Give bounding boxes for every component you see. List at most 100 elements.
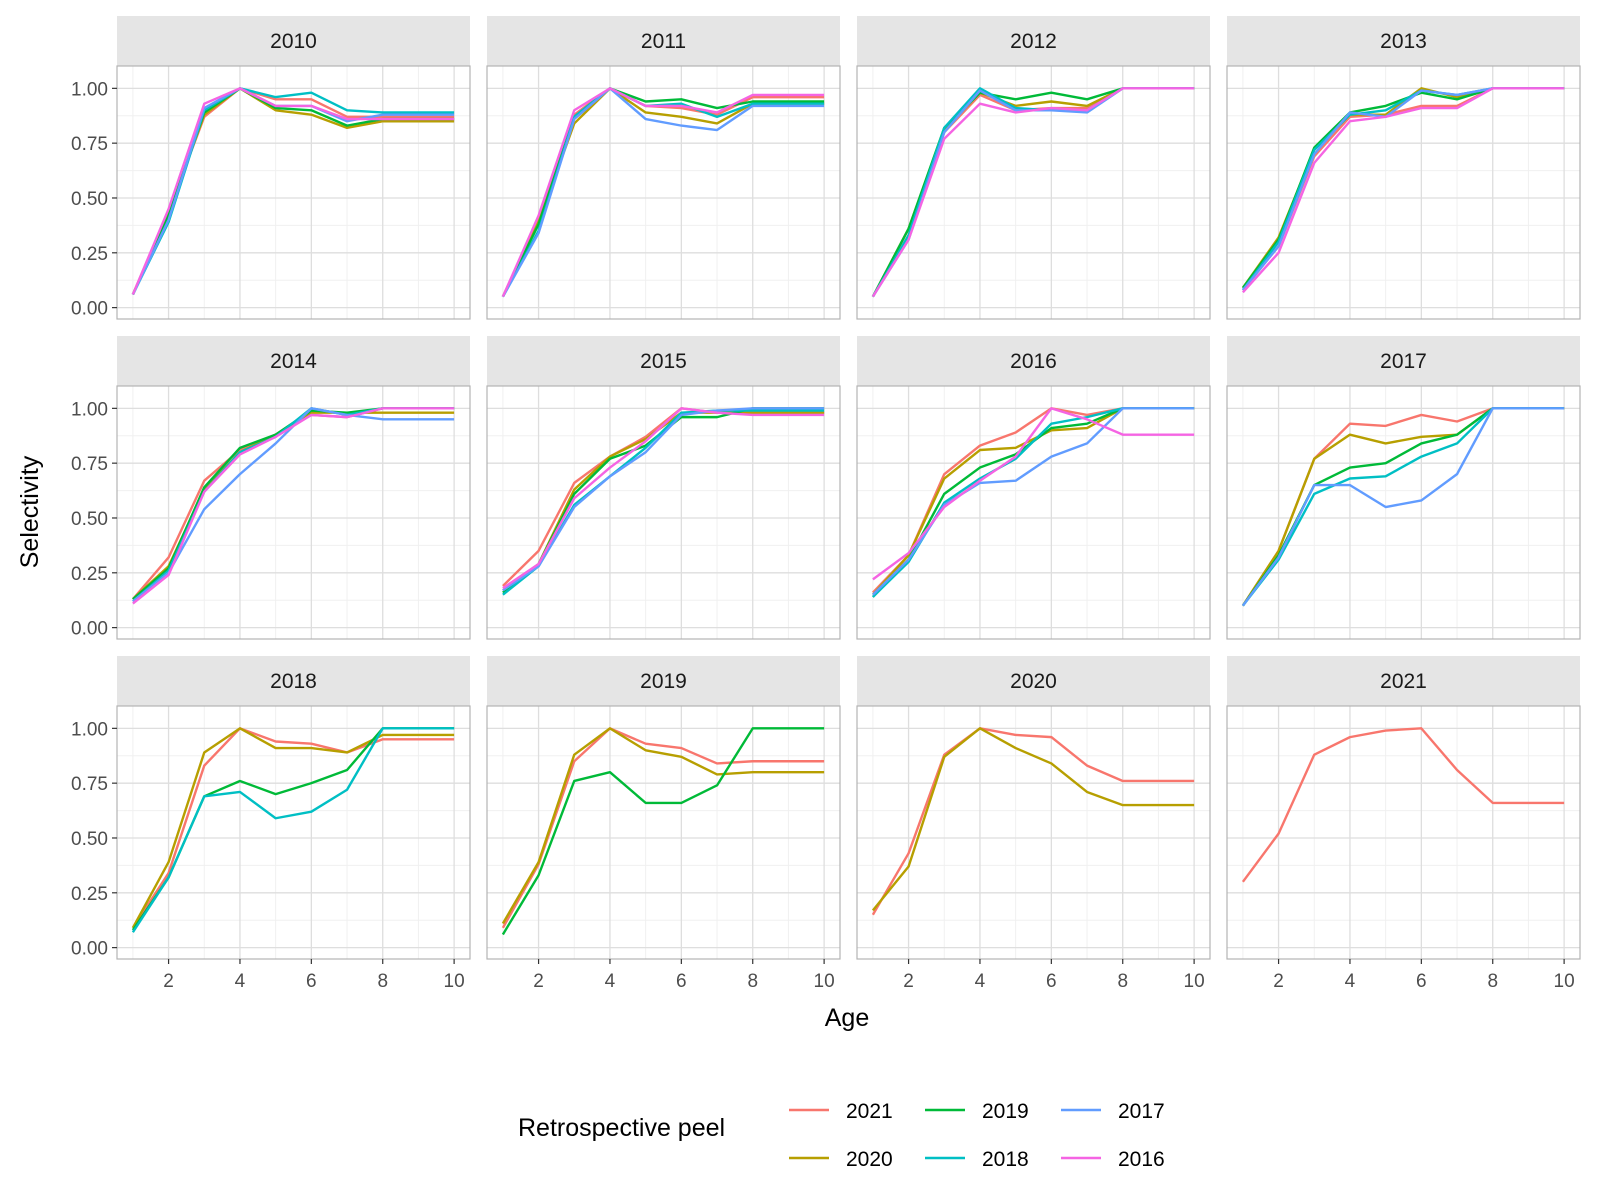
y-tick-label: 0.25 bbox=[71, 244, 108, 265]
series-line-2021 bbox=[871, 727, 1195, 916]
legend-item-2018: 2018 bbox=[925, 1148, 1029, 1171]
series-line-2019 bbox=[501, 727, 825, 936]
y-tick-label: 0.00 bbox=[71, 299, 108, 320]
series-line-2018 bbox=[131, 727, 455, 933]
panel-border bbox=[856, 385, 1211, 640]
y-tick-label: 1.00 bbox=[71, 399, 108, 420]
legend-item-2021: 2021 bbox=[789, 1100, 893, 1123]
facet-strip bbox=[117, 656, 470, 706]
facet-strip bbox=[857, 336, 1210, 386]
panel-background bbox=[1227, 66, 1580, 319]
panel-background bbox=[857, 386, 1210, 639]
series-line-2020 bbox=[871, 727, 1195, 912]
panel-border bbox=[1226, 65, 1581, 320]
facet-strip-label: 2014 bbox=[270, 350, 317, 373]
series-line-2016 bbox=[501, 87, 825, 298]
facet-strip bbox=[487, 336, 840, 386]
facet-strip-label: 2017 bbox=[1380, 350, 1427, 373]
x-tick-label: 2 bbox=[1273, 971, 1284, 992]
facet-strip-label: 2018 bbox=[270, 670, 317, 693]
legend: Retrospective peel 2021 2020 2019 2018 2017 2… bbox=[518, 1100, 1165, 1171]
series-line-2016 bbox=[871, 87, 1195, 298]
series-line-2017 bbox=[1241, 407, 1565, 607]
series-line-2016 bbox=[132, 407, 455, 605]
facet-panel-2020: 2020 2 4 6 8 10 bbox=[856, 656, 1211, 992]
series-line-2016 bbox=[872, 407, 1195, 581]
series-line-2021 bbox=[1241, 727, 1565, 883]
series-line-2021 bbox=[131, 727, 455, 929]
panel-border bbox=[486, 705, 841, 960]
series-line-2017 bbox=[501, 87, 825, 298]
facet-panel-2013: 2013 bbox=[1226, 16, 1581, 320]
series-line-2016 bbox=[131, 87, 455, 295]
legend-label: 2017 bbox=[1118, 1100, 1165, 1123]
facet-strip bbox=[1227, 16, 1580, 66]
facet-panel-2018: 2018 0.00 0.25 0.50 0.75 1.00 2 4 6 8 10 bbox=[71, 656, 471, 992]
panel-background bbox=[487, 386, 840, 639]
legend-title: Retrospective peel bbox=[518, 1114, 725, 1142]
facet-strip-label: 2021 bbox=[1380, 670, 1427, 693]
panel-border bbox=[116, 385, 471, 640]
facet-panel-2011: 2011 bbox=[486, 16, 841, 320]
y-tick-label: 0.75 bbox=[71, 454, 108, 475]
panel-border bbox=[486, 65, 841, 320]
facet-strip-label: 2012 bbox=[1010, 30, 1057, 53]
y-tick-label: 0.25 bbox=[71, 884, 108, 905]
panel-border bbox=[856, 65, 1211, 320]
facet-panel-2021: 2021 2 4 6 8 10 bbox=[1226, 656, 1581, 992]
x-tick-label: 6 bbox=[676, 971, 687, 992]
series-line-2016 bbox=[502, 407, 825, 590]
legend-label: 2018 bbox=[982, 1148, 1029, 1171]
series-line-2017 bbox=[872, 407, 1195, 596]
panel-background bbox=[117, 66, 470, 319]
x-tick-label: 10 bbox=[1184, 971, 1205, 992]
series-line-2020 bbox=[131, 727, 455, 929]
y-tick-label: 0.00 bbox=[71, 619, 108, 640]
legend-label: 2019 bbox=[982, 1100, 1029, 1123]
x-tick-label: 10 bbox=[1554, 971, 1575, 992]
facet-strip-label: 2016 bbox=[1010, 350, 1057, 373]
series-line-2017 bbox=[502, 407, 825, 592]
facet-strip bbox=[487, 16, 840, 66]
facet-strip bbox=[117, 16, 470, 66]
facet-strip-label: 2011 bbox=[641, 30, 686, 53]
series-line-2016 bbox=[1241, 87, 1565, 294]
x-tick-label: 2 bbox=[163, 971, 174, 992]
y-tick-label: 1.00 bbox=[71, 719, 108, 740]
facet-strip-label: 2013 bbox=[1380, 30, 1427, 53]
facet-panel-2014: 2014 0.00 0.25 0.50 0.75 1.00 bbox=[71, 336, 471, 640]
panel-background bbox=[1227, 706, 1580, 959]
x-tick-label: 4 bbox=[235, 971, 246, 992]
facet-panel-2019: 2019 2 4 6 8 10 bbox=[486, 656, 841, 992]
x-tick-label: 10 bbox=[444, 971, 465, 992]
facet-strip-label: 2015 bbox=[640, 350, 687, 373]
y-tick-label: 0.75 bbox=[71, 134, 108, 155]
panel-background bbox=[1227, 386, 1580, 639]
x-tick-label: 8 bbox=[1117, 971, 1128, 992]
panel-background bbox=[857, 706, 1210, 959]
series-line-2020 bbox=[501, 727, 825, 925]
y-tick-label: 0.00 bbox=[71, 939, 108, 960]
x-tick-label: 8 bbox=[1487, 971, 1498, 992]
facet-panel-2010: 2010 0.00 0.25 0.50 0.75 1.00 bbox=[71, 16, 471, 320]
facet-strip-label: 2010 bbox=[270, 30, 317, 53]
facet-strip bbox=[857, 16, 1210, 66]
x-tick-label: 10 bbox=[814, 971, 835, 992]
y-tick-label: 0.25 bbox=[71, 564, 108, 585]
y-tick-label: 1.00 bbox=[71, 79, 108, 100]
x-tick-label: 4 bbox=[1345, 971, 1356, 992]
facet-panel-2015: 2015 bbox=[486, 336, 841, 640]
x-tick-label: 8 bbox=[377, 971, 388, 992]
x-tick-label: 4 bbox=[975, 971, 986, 992]
legend-item-2019: 2019 bbox=[925, 1100, 1029, 1123]
panel-border bbox=[1226, 385, 1581, 640]
series-line-2021 bbox=[501, 727, 825, 929]
panel-border bbox=[486, 385, 841, 640]
panel-background bbox=[117, 386, 470, 639]
y-tick-label: 0.50 bbox=[71, 189, 108, 210]
facet-strip bbox=[117, 336, 470, 386]
y-tick-label: 0.50 bbox=[71, 829, 108, 850]
y-axis-title: Selectivity bbox=[16, 455, 44, 568]
legend-item-2020: 2020 bbox=[789, 1148, 893, 1171]
facet-strip bbox=[487, 656, 840, 706]
